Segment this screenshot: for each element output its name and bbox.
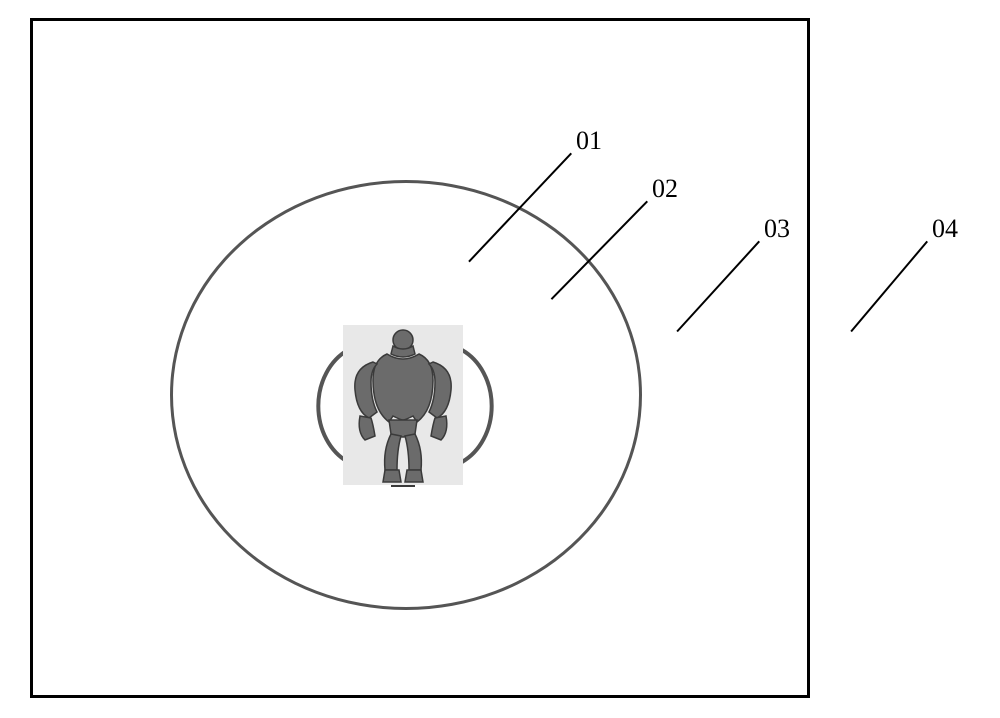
leader-line-04: [851, 241, 928, 332]
character-figure: [343, 320, 463, 490]
callout-label-01: 01: [576, 126, 602, 156]
callout-label-03: 03: [764, 214, 790, 244]
callout-label-02: 02: [652, 174, 678, 204]
diagram-canvas: 01 02 03 04: [0, 0, 1000, 718]
callout-label-04: 04: [932, 214, 958, 244]
